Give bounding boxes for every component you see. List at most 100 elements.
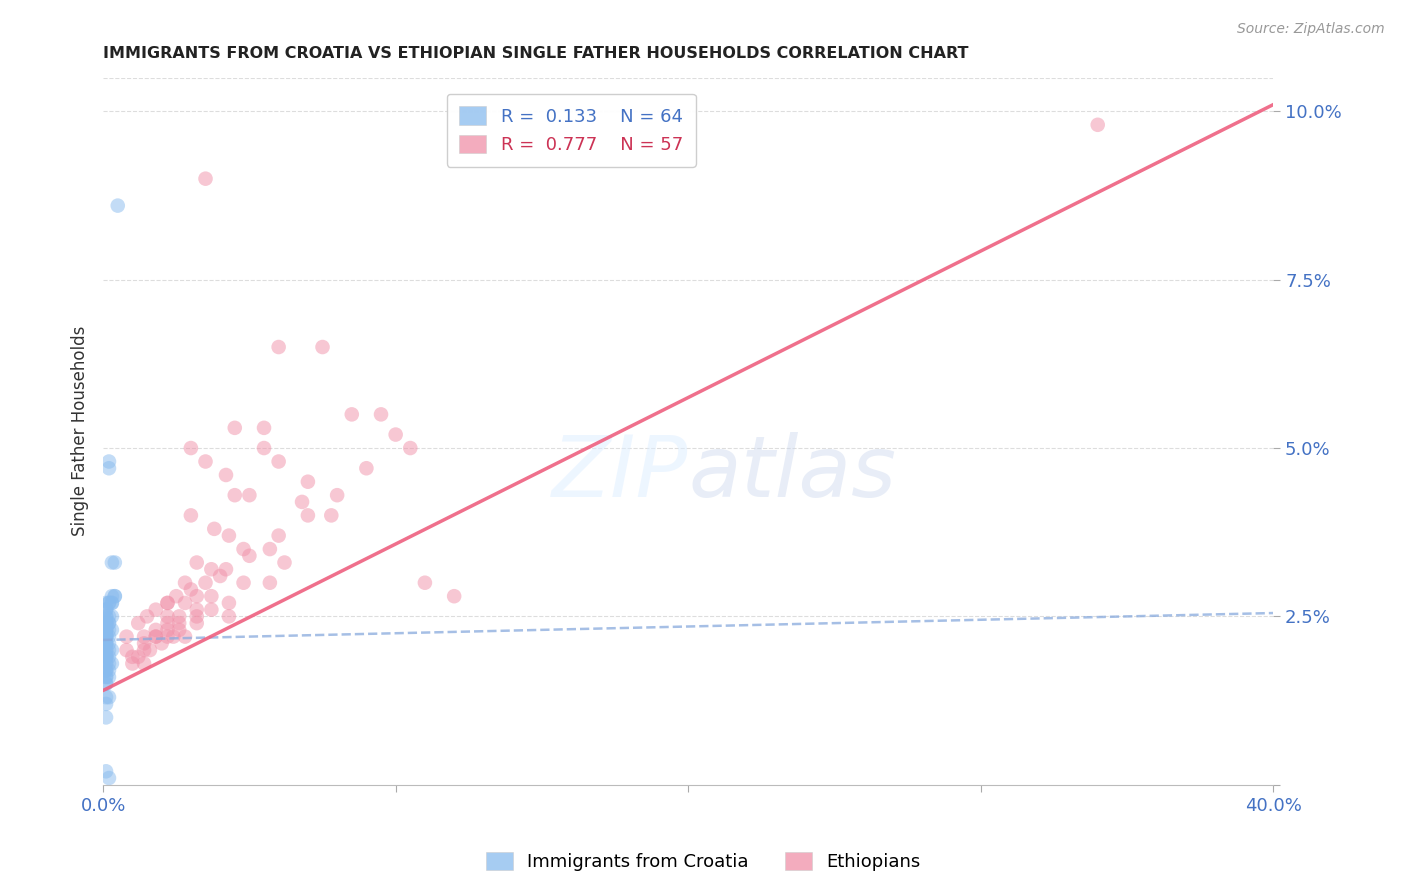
Point [98,657,121,671]
Point [156,596,179,610]
Point [115,630,138,644]
Point [121,649,143,664]
Point [443,589,465,603]
Point [98,643,121,657]
Point [145,623,167,637]
Point [94,623,117,637]
Point [180,508,202,523]
Point [101,609,124,624]
Point [165,589,187,603]
Point [94,616,117,631]
Point [132,636,155,650]
Point [98,454,121,468]
Point [94,697,117,711]
Point [273,556,295,570]
Point [98,596,121,610]
Point [150,636,173,650]
Point [297,508,319,523]
Point [98,461,121,475]
Point [94,630,117,644]
Point [167,609,190,624]
Point [98,616,121,631]
Point [194,454,217,468]
Point [94,657,117,671]
Point [101,596,124,610]
Point [174,575,197,590]
Point [98,636,121,650]
Point [186,602,208,616]
Point [174,630,197,644]
Point [101,596,124,610]
Point [267,340,290,354]
Point [145,630,167,644]
Point [94,630,117,644]
Point [200,562,222,576]
Point [107,199,129,213]
Point [94,643,117,657]
Point [186,616,208,631]
Point [186,556,208,570]
Point [127,616,149,631]
Point [98,663,121,677]
Point [200,602,222,616]
Point [98,623,121,637]
Point [156,630,179,644]
Point [186,609,208,624]
Point [98,616,121,631]
Point [98,630,121,644]
Text: atlas: atlas [688,432,896,516]
Point [94,636,117,650]
Point [94,677,117,691]
Point [94,663,117,677]
Point [94,663,117,677]
Point [145,602,167,616]
Legend: Immigrants from Croatia, Ethiopians: Immigrants from Croatia, Ethiopians [478,845,928,879]
Point [94,649,117,664]
Point [180,441,202,455]
Point [104,556,127,570]
Point [98,596,121,610]
Point [94,670,117,684]
Point [267,454,290,468]
Point [156,596,179,610]
Point [104,589,127,603]
Point [340,408,363,422]
Point [209,569,232,583]
Point [156,609,179,624]
Point [259,542,281,557]
Point [253,421,276,435]
Point [136,609,159,624]
Point [132,643,155,657]
Point [224,488,246,502]
Point [145,630,167,644]
Point [194,171,217,186]
Point [127,649,149,664]
Point [132,630,155,644]
Point [101,589,124,603]
Text: Source: ZipAtlas.com: Source: ZipAtlas.com [1237,22,1385,37]
Point [156,616,179,631]
Point [94,616,117,631]
Point [194,575,217,590]
Point [94,623,117,637]
Point [98,690,121,705]
Point [218,609,240,624]
Text: ZIP: ZIP [553,432,688,516]
Point [101,657,124,671]
Point [167,616,190,631]
Point [94,630,117,644]
Point [399,441,422,455]
Text: IMMIGRANTS FROM CROATIA VS ETHIOPIAN SINGLE FATHER HOUSEHOLDS CORRELATION CHART: IMMIGRANTS FROM CROATIA VS ETHIOPIAN SIN… [103,46,969,62]
Point [232,575,254,590]
Point [94,710,117,724]
Point [94,609,117,624]
Point [186,589,208,603]
Point [218,596,240,610]
Point [132,657,155,671]
Point [139,643,162,657]
Point [174,596,197,610]
Point [94,657,117,671]
Point [224,421,246,435]
Point [253,441,276,455]
Point [370,408,392,422]
